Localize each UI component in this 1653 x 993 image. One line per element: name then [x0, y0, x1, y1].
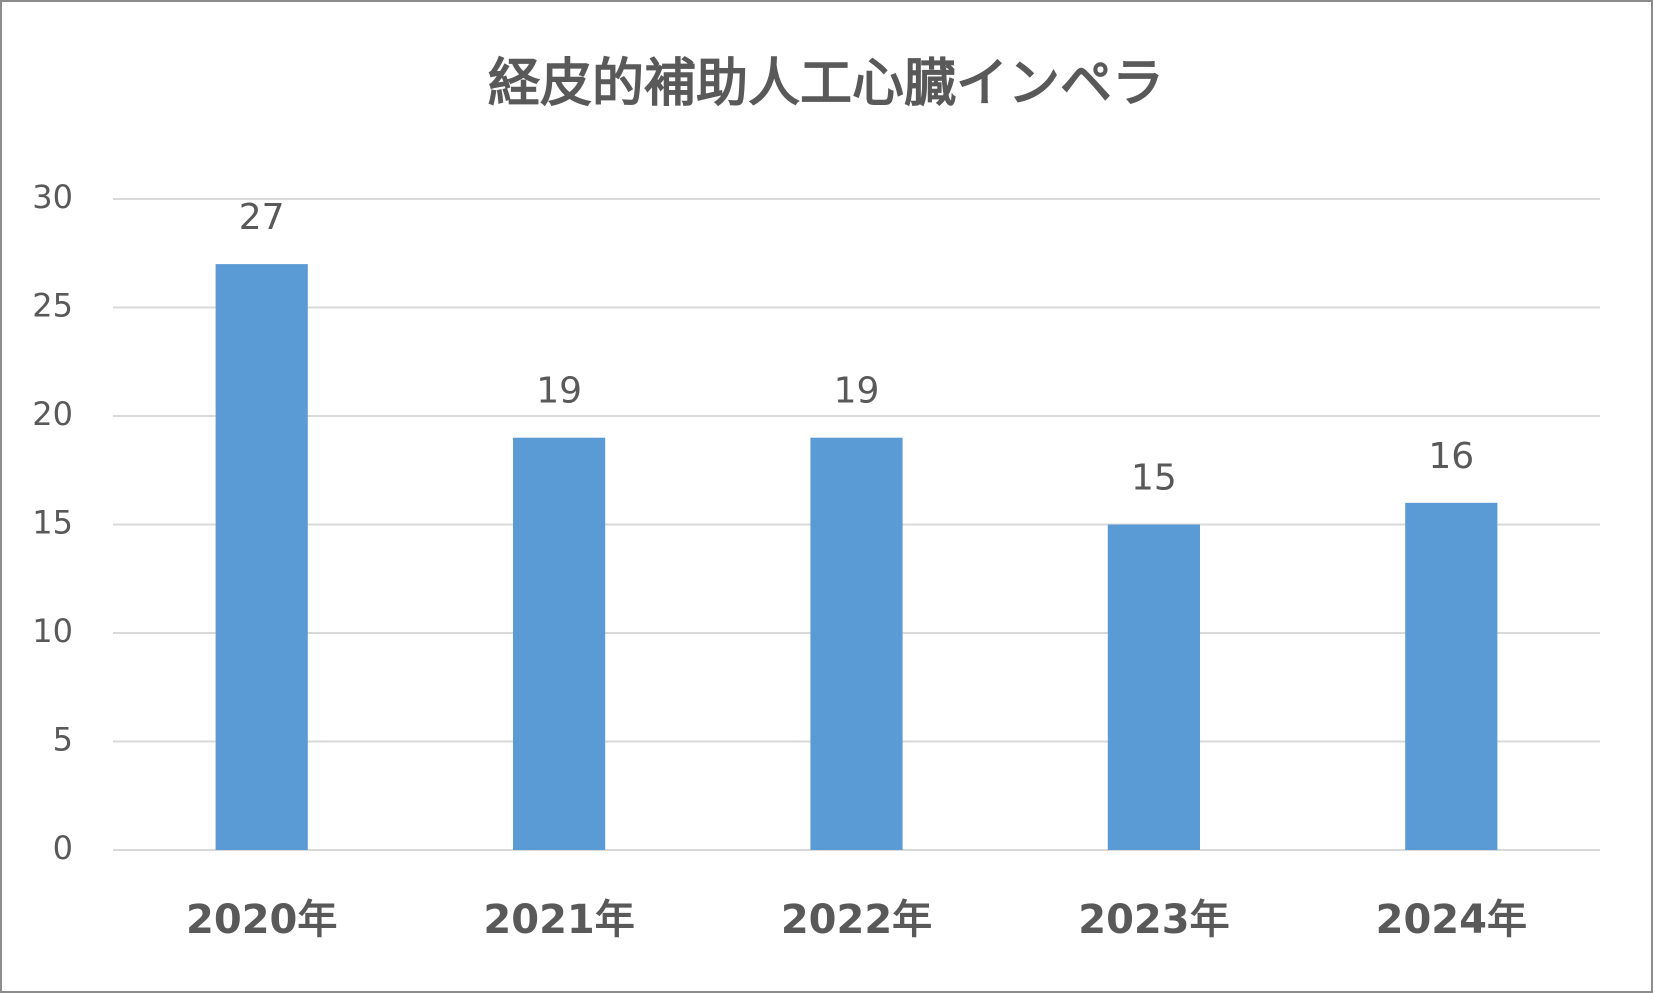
y-tick-label: 5 [53, 721, 73, 759]
y-tick-label: 20 [32, 395, 73, 433]
data-label: 15 [1131, 458, 1177, 499]
bar [810, 437, 903, 850]
y-tick-label: 15 [32, 504, 73, 542]
x-tick-label: 2023年 [1078, 897, 1229, 943]
x-tick-label: 2022年 [781, 897, 932, 943]
bar [1107, 524, 1200, 850]
y-tick-label: 30 [32, 178, 73, 216]
x-tick-label: 2021年 [483, 897, 634, 943]
chart-title: 経皮的補助人工心臓インペラ [488, 54, 1164, 114]
data-label: 16 [1428, 436, 1474, 477]
data-label: 19 [536, 371, 582, 412]
x-tick-label: 2020年 [186, 897, 337, 943]
bar [215, 264, 308, 851]
y-tick-label: 10 [32, 612, 73, 650]
y-tick-label: 0 [53, 829, 73, 867]
data-label: 19 [834, 371, 880, 412]
data-label: 27 [239, 197, 285, 238]
y-tick-label: 25 [32, 287, 73, 325]
bar [1405, 502, 1498, 850]
x-tick-label: 2024年 [1376, 897, 1527, 943]
bar [513, 437, 606, 850]
